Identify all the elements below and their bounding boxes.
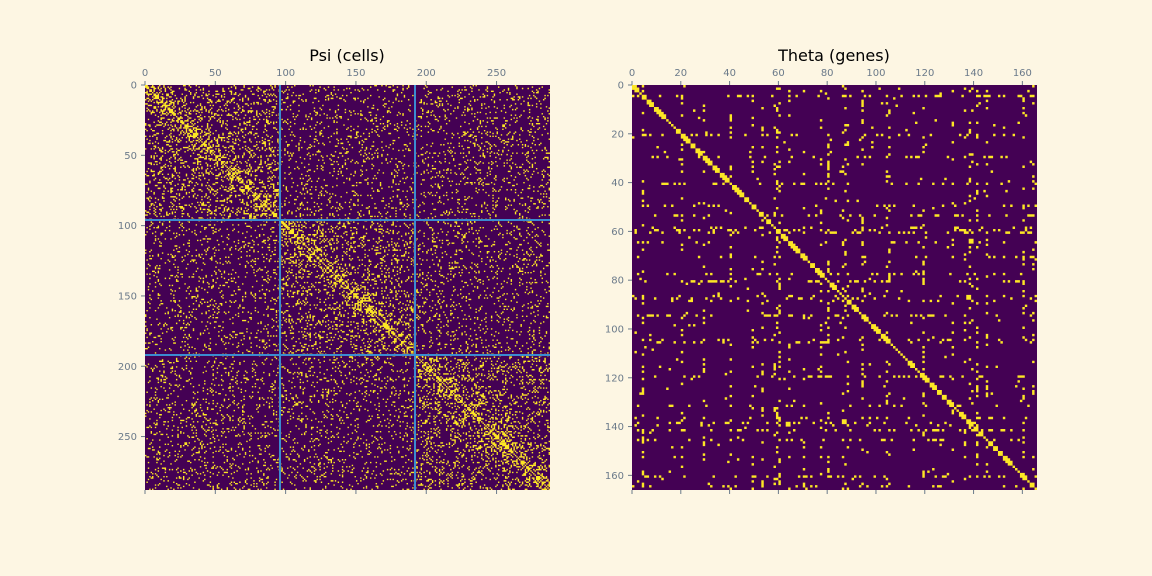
psi-block-boundaries xyxy=(145,85,550,490)
theta-xtick-label: 20 xyxy=(674,68,687,79)
psi-ytick-label: 50 xyxy=(124,151,137,162)
theta-xtick-label: 100 xyxy=(866,68,885,79)
psi-xtick-label: 0 xyxy=(142,68,148,79)
theta-xtick-label: 160 xyxy=(1013,68,1032,79)
psi-x-axis: 0 50 100 150 200 250 xyxy=(142,68,506,494)
psi-xtick-label: 50 xyxy=(209,68,222,79)
theta-panel: Theta (genes) 0 20 40 60 80 100 120 140 160 0 20 4… xyxy=(605,46,1037,494)
theta-xtick-label: 40 xyxy=(723,68,736,79)
theta-x-axis: 0 20 40 60 80 100 120 140 160 xyxy=(629,68,1032,494)
theta-ytick-label: 140 xyxy=(605,422,624,433)
theta-xtick-label: 120 xyxy=(915,68,934,79)
theta-ytick-label: 120 xyxy=(605,373,624,384)
theta-y-axis: 0 20 40 60 80 100 120 140 160 xyxy=(605,81,632,482)
theta-title: Theta (genes) xyxy=(777,46,890,65)
theta-ytick-label: 100 xyxy=(605,324,624,335)
theta-xtick-label: 0 xyxy=(629,68,635,79)
psi-xtick-label: 100 xyxy=(276,68,295,79)
psi-nonzero-cells xyxy=(145,85,550,490)
psi-xtick-label: 200 xyxy=(417,68,436,79)
psi-ytick-label: 0 xyxy=(131,81,137,92)
psi-panel: Psi (cells) 0 50 100 150 200 250 0 50 100 150 200… xyxy=(118,46,550,494)
theta-nonzero-cells xyxy=(632,85,1037,490)
theta-ytick-label: 160 xyxy=(605,471,624,482)
psi-ytick-label: 100 xyxy=(118,221,137,232)
theta-ytick-label: 80 xyxy=(611,276,624,287)
psi-xtick-label: 250 xyxy=(487,68,506,79)
theta-xtick-label: 80 xyxy=(821,68,834,79)
psi-ytick-label: 250 xyxy=(118,432,137,443)
psi-title: Psi (cells) xyxy=(309,46,385,65)
theta-ytick-label: 40 xyxy=(611,178,624,189)
psi-heatmap xyxy=(145,85,550,490)
theta-ytick-label: 20 xyxy=(611,129,624,140)
theta-heatmap xyxy=(632,85,1037,490)
theta-ytick-label: 0 xyxy=(618,81,624,92)
psi-ytick-label: 200 xyxy=(118,362,137,373)
theta-xtick-label: 60 xyxy=(772,68,785,79)
theta-ytick-label: 60 xyxy=(611,227,624,238)
psi-xtick-label: 150 xyxy=(346,68,365,79)
psi-ytick-label: 150 xyxy=(118,291,137,302)
psi-y-axis: 0 50 100 150 200 250 xyxy=(118,81,145,443)
theta-xtick-label: 140 xyxy=(964,68,983,79)
